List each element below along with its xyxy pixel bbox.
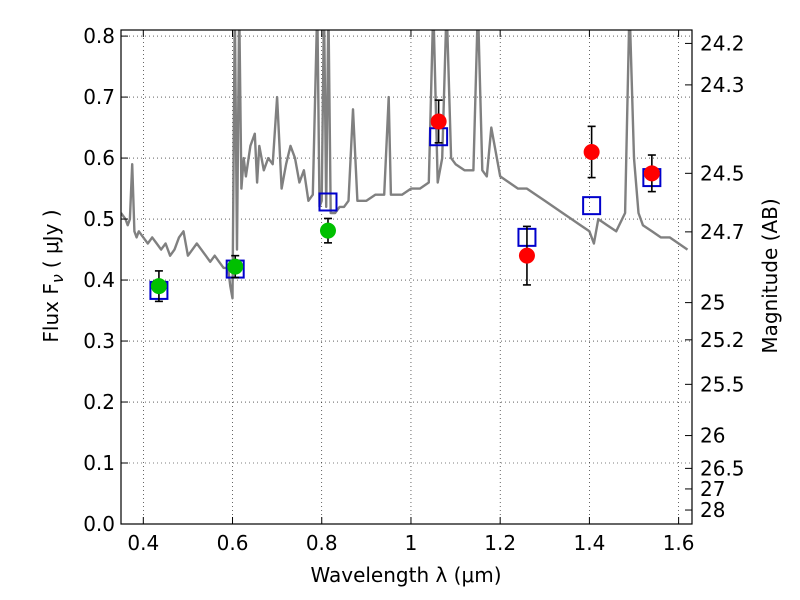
- data-point: [583, 143, 600, 160]
- data-point: [518, 247, 535, 264]
- y-axis-label-subscript: ν: [48, 274, 67, 283]
- y-tick-label: 0.7: [83, 85, 115, 109]
- y-axis-label-main: Flux F: [39, 283, 63, 342]
- y-tick-label: 0.5: [83, 207, 115, 231]
- mag-tick-label: 24.2: [700, 31, 745, 55]
- x-tick-label: 0.4: [127, 531, 159, 555]
- plot-area: [121, 30, 689, 303]
- y-tick-label: 0.4: [83, 268, 115, 292]
- mag-tick-label: 26: [700, 424, 725, 448]
- data-point: [150, 278, 167, 295]
- mag-tick-label: 24.5: [700, 161, 745, 185]
- y-axis-label: Flux Fν ( μJy ): [39, 209, 67, 342]
- x-tick-label: 0.6: [217, 531, 249, 555]
- data-point: [227, 258, 244, 275]
- mag-tick-label: 28: [700, 498, 725, 522]
- mag-tick-label: 25.5: [700, 372, 745, 396]
- mag-tick-label: 24.3: [700, 73, 745, 97]
- model-point: [582, 196, 602, 216]
- data-point: [643, 165, 660, 182]
- data-point: [430, 113, 447, 130]
- model-point: [318, 192, 338, 212]
- y-tick-label: 0.1: [83, 451, 115, 475]
- y-tick-label: 0.6: [83, 146, 115, 170]
- x-tick-label: 0.8: [306, 531, 338, 555]
- mag-tick-label: 24.7: [700, 220, 745, 244]
- y-tick-label: 0.0: [83, 512, 115, 536]
- mag-tick-label: 25: [700, 291, 725, 315]
- axes: 0.4 0.6 0.8 1 1.2 1.4 1.6 0.0 0.1 0.2 0.3 0.4 0.5 0.6…: [83, 24, 744, 555]
- mag-tick-label: 27: [700, 477, 725, 501]
- y-axis-label-units: ( μJy ): [39, 209, 63, 268]
- data-point: [319, 222, 336, 239]
- x-tick-label: 1.4: [573, 531, 605, 555]
- y-tick-label: 0.2: [83, 390, 115, 414]
- plot-frame: [120, 29, 693, 525]
- sed-line: [121, 30, 689, 300]
- mag-tick-label: 26.5: [700, 456, 745, 480]
- x-tick-label: 1.6: [663, 531, 695, 555]
- x-tick-label: 1: [405, 531, 418, 555]
- mag-tick-label: 25.2: [700, 328, 745, 352]
- x-tick-label: 1.2: [484, 531, 516, 555]
- series-layer: [121, 30, 689, 303]
- y2-axis-label: Magnitude (AB): [758, 198, 782, 353]
- x-axis-label: Wavelength λ (μm): [310, 563, 501, 587]
- y-tick-label: 0.8: [83, 24, 115, 48]
- y-tick-label: 0.3: [83, 329, 115, 353]
